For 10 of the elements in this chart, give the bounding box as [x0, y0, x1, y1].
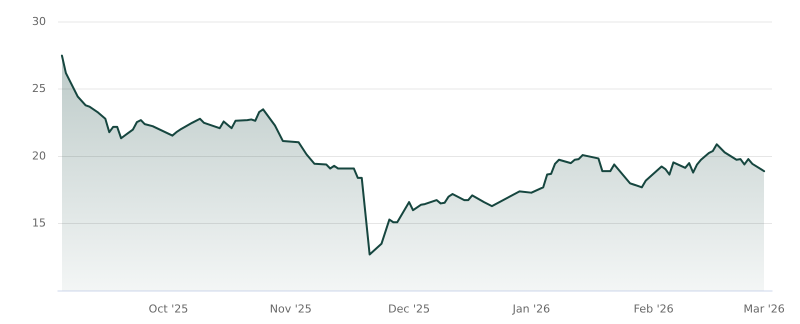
- x-tick-label: Oct '25: [148, 302, 188, 316]
- y-tick-label: 20: [32, 149, 46, 162]
- x-tick-label: Dec '25: [388, 302, 430, 316]
- y-tick-label: 30: [32, 14, 46, 28]
- x-tick-label: Mar '26: [743, 302, 785, 316]
- x-tick-label: Nov '25: [270, 302, 312, 316]
- y-tick-label: 25: [32, 82, 46, 96]
- y-tick-label: 15: [32, 216, 46, 230]
- x-tick-label: Jan '26: [512, 302, 550, 316]
- x-tick-label: Feb '26: [634, 302, 674, 316]
